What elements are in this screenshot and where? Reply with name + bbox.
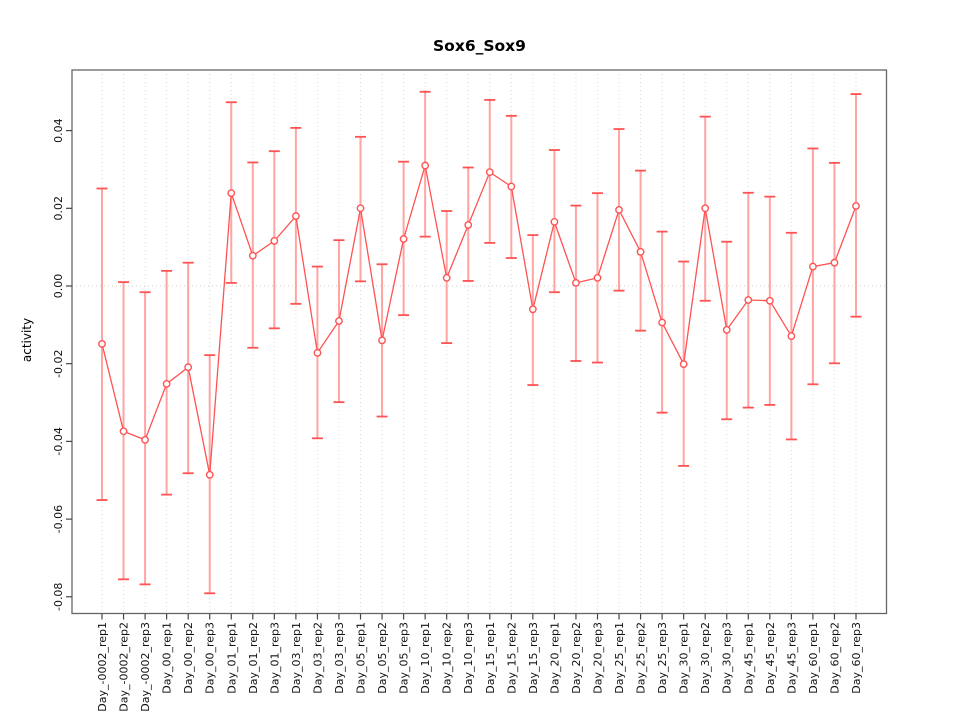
y-tick-label: 0.02 [52, 196, 65, 221]
x-tick-label: Day_-0002_rep1 [96, 622, 109, 712]
x-tick-label: Day_45_rep1 [742, 622, 755, 694]
data-point [701, 204, 710, 213]
data-point [270, 237, 279, 245]
data-point [744, 296, 753, 304]
data-point [528, 305, 537, 314]
x-tick-label: Day_01_rep3 [268, 622, 281, 694]
x-tick-label: Day_20_rep2 [570, 622, 583, 694]
x-tick-label: Day_25_rep3 [656, 622, 669, 694]
data-point [830, 258, 839, 267]
x-tick-label: Day_-0002_rep2 [118, 622, 131, 712]
x-tick-label: Day_10_rep3 [462, 622, 475, 694]
x-tick-label: Day_00_rep3 [204, 622, 217, 694]
data-point [679, 360, 688, 368]
data-point [291, 212, 300, 220]
data-point [593, 273, 602, 282]
plot-border [71, 69, 888, 615]
x-tick-label: Day_25_rep1 [613, 622, 626, 694]
x-tick-label: Day_30_rep1 [678, 622, 691, 694]
x-tick-label: Day_-0002_rep3 [139, 622, 152, 712]
data-point [658, 318, 667, 327]
x-tick-label: Day_60_rep2 [828, 622, 841, 694]
x-tick-label: Day_20_rep3 [591, 622, 604, 694]
data-point [205, 470, 214, 479]
x-tick-label: Day_00_rep1 [161, 622, 174, 694]
x-tick-label: Day_15_rep1 [484, 622, 497, 694]
data-point [572, 278, 580, 287]
data-point [464, 221, 473, 229]
y-tick-label: -0.08 [52, 583, 65, 611]
x-tick-label: Day_15_rep2 [505, 622, 518, 694]
data-point [550, 218, 559, 226]
data-point [378, 336, 386, 345]
y-tick-label: -0.04 [52, 427, 65, 455]
data-point [852, 202, 860, 210]
data-point [809, 262, 817, 271]
data-point [615, 205, 623, 214]
x-tick-label: Day_10_rep2 [441, 622, 454, 694]
data-point [119, 427, 128, 436]
y-axis-title: activity [20, 318, 34, 362]
y-tick-label: 0.00 [52, 274, 65, 299]
x-tick-label: Day_10_rep1 [419, 622, 432, 694]
y-tick-label: -0.02 [52, 349, 65, 377]
x-tick-label: Day_20_rep1 [548, 622, 561, 694]
data-point [442, 273, 451, 282]
series-line [101, 165, 857, 475]
data-point [227, 189, 236, 198]
x-tick-label: Day_05_rep3 [398, 622, 411, 694]
data-point [765, 296, 774, 305]
x-tick-label: Day_25_rep2 [635, 622, 648, 694]
x-tick-label: Day_15_rep3 [527, 622, 540, 694]
x-tick-label: Day_00_rep2 [182, 622, 195, 694]
x-tick-label: Day_60_rep3 [850, 622, 863, 694]
x-tick-label: Day_03_rep3 [333, 622, 346, 694]
data-point [485, 168, 494, 177]
x-tick-label: Day_30_rep3 [721, 622, 734, 694]
data-point [313, 348, 322, 357]
x-tick-label: Day_45_rep2 [764, 622, 777, 694]
x-tick-label: Day_05_rep2 [376, 622, 389, 694]
data-point [248, 251, 257, 260]
x-tick-label: Day_05_rep1 [355, 622, 368, 694]
data-point [335, 317, 343, 325]
data-point [356, 204, 365, 213]
y-tick-label: 0.04 [52, 118, 65, 143]
x-tick-label: Day_01_rep2 [247, 622, 260, 694]
data-point [399, 235, 408, 243]
x-tick-label: Day_03_rep1 [290, 622, 303, 694]
x-tick-label: Day_01_rep1 [225, 622, 238, 694]
data-point [636, 247, 645, 256]
data-point [98, 339, 106, 348]
data-point [787, 332, 796, 341]
data-point [421, 161, 430, 170]
data-point [507, 182, 516, 191]
data-point [141, 435, 149, 444]
x-tick-label: Day_45_rep3 [785, 622, 798, 694]
data-point [162, 380, 171, 388]
x-tick-label: Day_03_rep2 [311, 622, 324, 694]
data-point [722, 326, 731, 334]
chart-title: Sox6_Sox9 [433, 37, 526, 55]
x-tick-label: Day_30_rep2 [699, 622, 712, 694]
data-point [184, 363, 193, 372]
x-tick-label: Day_60_rep1 [807, 622, 820, 694]
y-tick-label: -0.06 [52, 505, 65, 533]
